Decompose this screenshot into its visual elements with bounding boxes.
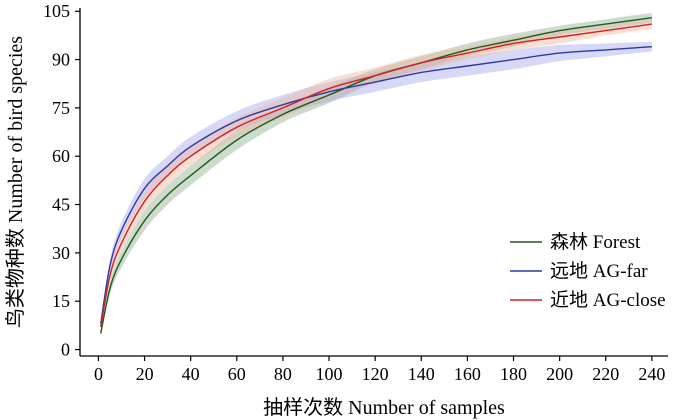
x-tick-label: 200 bbox=[546, 364, 573, 384]
x-tick-label: 40 bbox=[182, 364, 200, 384]
x-tick-label: 60 bbox=[228, 364, 246, 384]
x-tick-label: 100 bbox=[316, 364, 343, 384]
x-tick-label: 20 bbox=[136, 364, 154, 384]
y-tick-label: 90 bbox=[52, 50, 70, 70]
legend-label-forest: 森林 Forest bbox=[550, 231, 641, 253]
x-tick-label: 160 bbox=[454, 364, 481, 384]
y-axis-title: 鸟类物种数 Number of bird species bbox=[4, 36, 27, 328]
legend-label-ag-close: 近地 AG-close bbox=[550, 289, 666, 311]
legend-label-ag-far: 远地 AG-far bbox=[550, 260, 648, 282]
x-axis-title: 抽样次数 Number of samples bbox=[263, 396, 505, 419]
series-line-0 bbox=[100, 16, 652, 334]
x-tick-label: 220 bbox=[592, 364, 619, 384]
y-tick-label: 105 bbox=[43, 1, 70, 21]
x-tick-label: 120 bbox=[362, 364, 389, 384]
y-tick-label: 30 bbox=[52, 243, 70, 263]
x-tick-label: 80 bbox=[274, 364, 292, 384]
y-tick-label: 0 bbox=[61, 340, 70, 360]
series-line-2 bbox=[100, 23, 652, 328]
axes bbox=[79, 8, 668, 357]
axis-ticks: 0 20 40 60 80 100 120 140 160 180 200 220 240 0 15 30 45… bbox=[43, 1, 665, 384]
confidence-bands bbox=[100, 12, 652, 337]
confidence-band-1 bbox=[100, 41, 652, 327]
x-tick-label: 240 bbox=[638, 364, 665, 384]
x-tick-label: 180 bbox=[500, 364, 527, 384]
x-tick-label: 140 bbox=[408, 364, 435, 384]
series-lines bbox=[100, 16, 652, 334]
y-tick-label: 45 bbox=[52, 195, 70, 215]
legend: 森林 Forest 远地 AG-far 近地 AG-close bbox=[510, 231, 666, 311]
confidence-band-0 bbox=[100, 12, 652, 337]
y-tick-label: 15 bbox=[52, 291, 70, 311]
y-tick-label: 60 bbox=[52, 146, 70, 166]
x-tick-label: 0 bbox=[94, 364, 103, 384]
y-tick-label: 75 bbox=[52, 98, 70, 118]
